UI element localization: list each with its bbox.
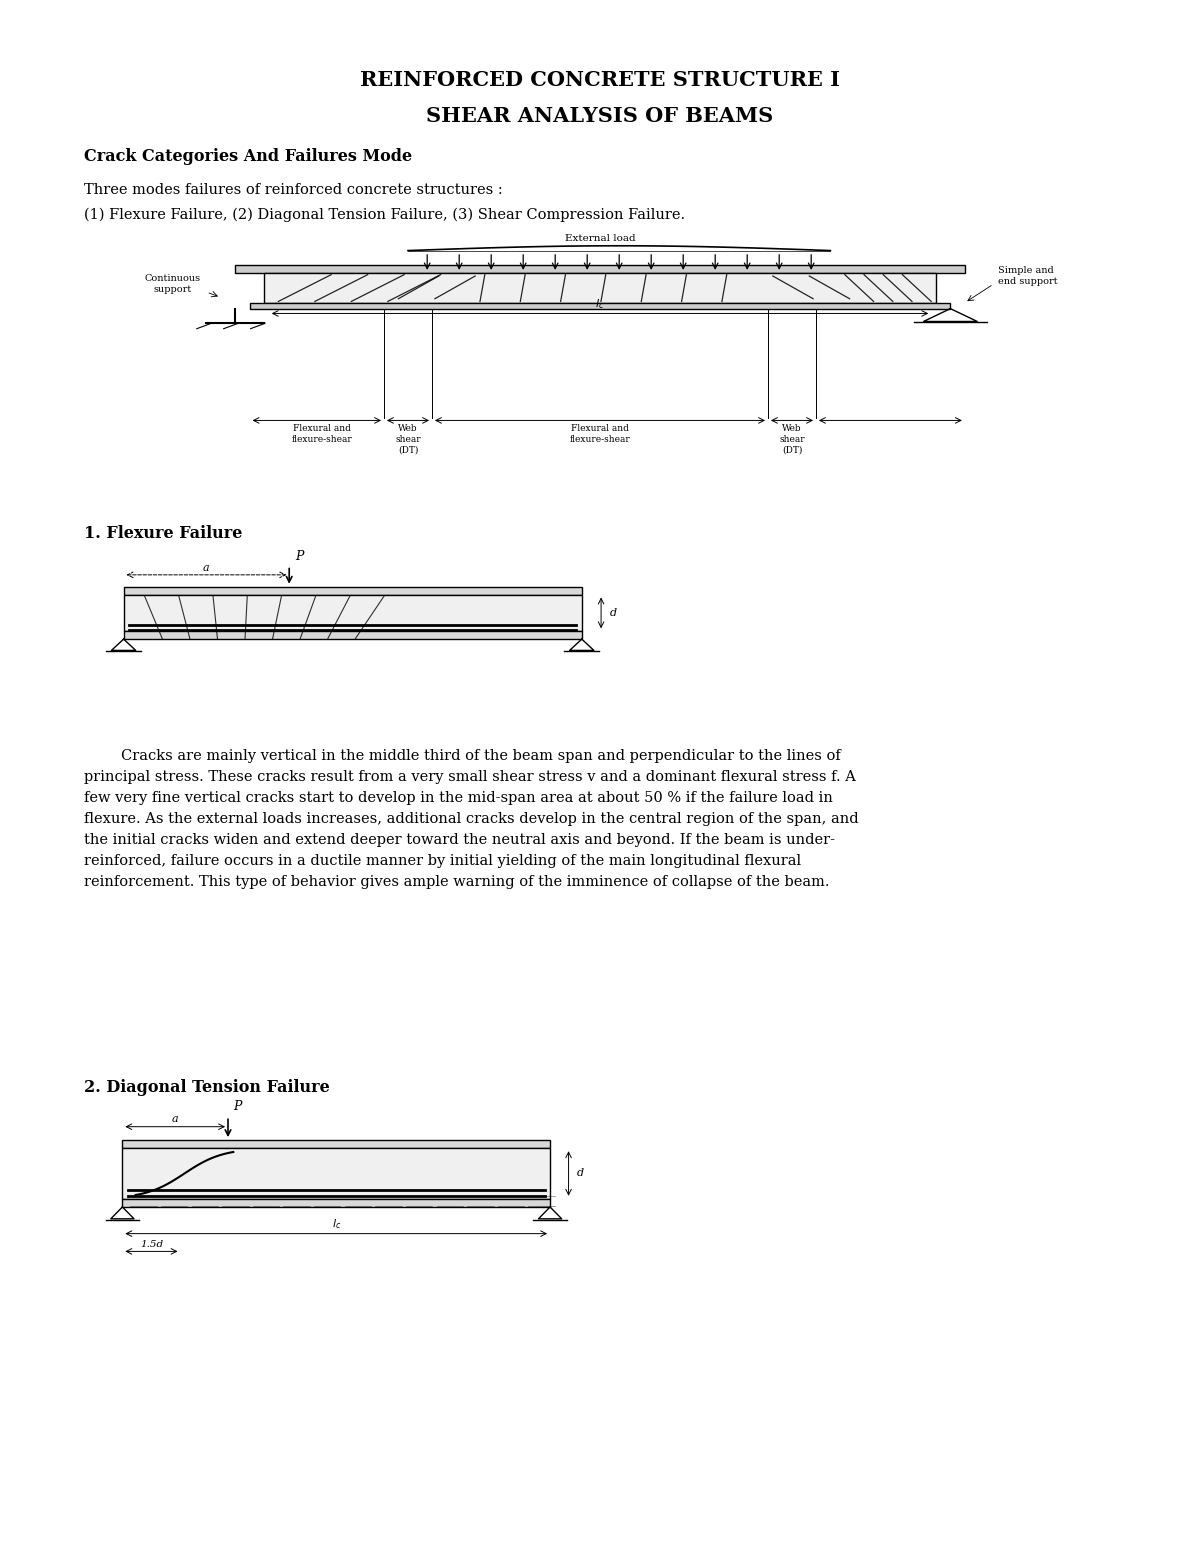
Bar	[122, 1199, 550, 1207]
Bar	[124, 587, 582, 595]
Text: Web
shear
(DT): Web shear (DT)	[395, 424, 421, 453]
Text: Simple and
end support: Simple and end support	[998, 266, 1058, 286]
Text: SHEAR ANALYSIS OF BEAMS: SHEAR ANALYSIS OF BEAMS	[426, 106, 774, 126]
Text: 1. Flexure Failure: 1. Flexure Failure	[84, 525, 242, 542]
Text: Three modes failures of reinforced concrete structures :: Three modes failures of reinforced concr…	[84, 183, 503, 197]
Text: Web
shear
(DT): Web shear (DT)	[779, 424, 805, 453]
Text: a: a	[172, 1115, 179, 1124]
Text: Flexural and
flexure-shear: Flexural and flexure-shear	[570, 424, 630, 444]
Bar	[250, 303, 950, 309]
Text: d: d	[576, 1168, 583, 1179]
Bar	[122, 1148, 550, 1199]
Text: 2. Diagonal Tension Failure: 2. Diagonal Tension Failure	[84, 1079, 330, 1096]
Text: Flexural and
flexure-shear: Flexural and flexure-shear	[292, 424, 352, 444]
Text: 1.5d: 1.5d	[140, 1239, 163, 1249]
Text: P: P	[295, 550, 304, 562]
Text: (1) Flexure Failure, (2) Diagonal Tension Failure, (3) Shear Compression Failure: (1) Flexure Failure, (2) Diagonal Tensio…	[84, 208, 685, 222]
Bar	[124, 595, 582, 631]
Text: Cracks are mainly vertical in the middle third of the beam span and perpendicula: Cracks are mainly vertical in the middle…	[84, 749, 859, 890]
Text: Continuous
support: Continuous support	[145, 275, 200, 294]
Bar	[264, 273, 936, 303]
Text: Crack Categories And Failures Mode: Crack Categories And Failures Mode	[84, 148, 412, 165]
Text: External load: External load	[565, 233, 635, 242]
Text: $l_c$: $l_c$	[331, 1218, 341, 1232]
Bar	[235, 266, 965, 273]
Text: $l_c$: $l_c$	[595, 298, 605, 311]
Bar	[124, 631, 582, 640]
Text: P: P	[233, 1101, 241, 1114]
Text: d: d	[610, 607, 617, 618]
Bar	[122, 1140, 550, 1148]
Text: REINFORCED CONCRETE STRUCTURE I: REINFORCED CONCRETE STRUCTURE I	[360, 70, 840, 90]
Text: a: a	[203, 562, 210, 573]
